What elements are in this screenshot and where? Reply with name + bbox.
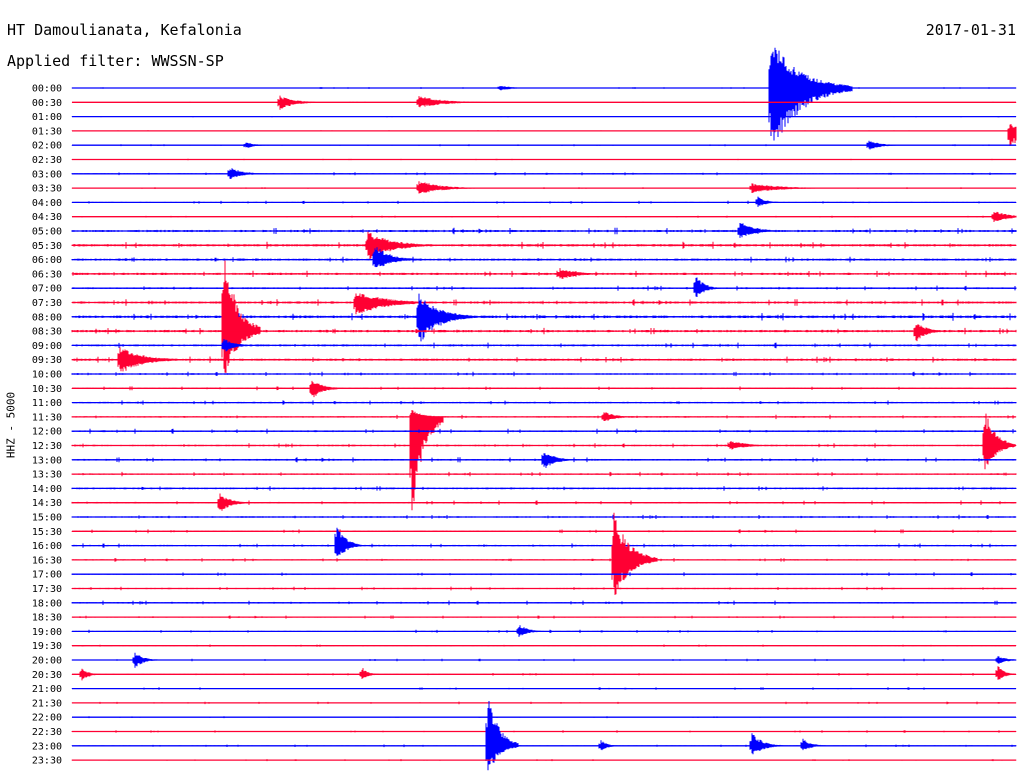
trace-line	[71, 666, 1017, 681]
row-time-label: 10:30	[32, 384, 62, 395]
row-time-label: 18:30	[32, 613, 62, 624]
row-time-label: 07:00	[32, 284, 62, 295]
row-time-label: 10:00	[32, 370, 62, 381]
row-time-label: 09:30	[32, 355, 62, 366]
row-time-label: 06:00	[32, 255, 62, 266]
trace-line	[71, 277, 1017, 297]
row-time-label: 12:30	[32, 441, 62, 452]
trace-line	[71, 380, 1017, 398]
row-time-label: 20:00	[32, 656, 62, 667]
row-time-label: 14:00	[32, 484, 62, 495]
row-time-label: 08:00	[32, 312, 62, 323]
row-time-label: 16:00	[32, 541, 62, 552]
trace-line	[71, 293, 1017, 315]
row-time-label: 23:30	[32, 756, 62, 767]
row-time-label: 22:30	[32, 727, 62, 738]
row-time-label: 17:30	[32, 584, 62, 595]
row-time-label: 19:00	[32, 627, 62, 638]
row-time-label: 01:30	[32, 126, 62, 137]
row-time-label: 01:00	[32, 112, 62, 123]
row-time-label: 21:00	[32, 684, 62, 695]
row-time-label: 11:00	[32, 398, 62, 409]
row-time-label: 15:00	[32, 513, 62, 524]
row-time-label: 03:30	[32, 184, 62, 195]
date-label: 2017-01-31	[925, 21, 1016, 39]
row-time-label: 02:00	[32, 141, 62, 152]
row-time-label: 13:30	[32, 470, 62, 481]
filter-label: Applied filter: WWSSN-SP	[7, 52, 224, 70]
row-time-label: 03:00	[32, 169, 62, 180]
row-time-label: 06:30	[32, 269, 62, 280]
trace-line	[71, 181, 1017, 194]
trace-line	[71, 527, 1017, 556]
row-time-label: 05:00	[32, 227, 62, 238]
row-time-label: 09:00	[32, 341, 62, 352]
row-time-label: 20:30	[32, 670, 62, 681]
row-time-label: 23:00	[32, 741, 62, 752]
row-time-label: 19:30	[32, 641, 62, 652]
row-time-label: 22:00	[32, 713, 62, 724]
row-time-label: 02:30	[32, 155, 62, 166]
station-title: HT Damoulianata, Kefalonia	[7, 21, 242, 39]
row-time-label: 11:30	[32, 412, 62, 423]
row-time-label: 05:30	[32, 241, 62, 252]
row-time-label: 16:30	[32, 555, 62, 566]
row-time-label: 04:00	[32, 198, 62, 209]
row-time-label: 18:00	[32, 598, 62, 609]
trace-line	[71, 47, 1017, 141]
row-time-label: 14:30	[32, 498, 62, 509]
trace-line	[71, 247, 1017, 268]
trace-line	[71, 453, 1017, 468]
row-time-label: 17:00	[32, 570, 62, 581]
row-time-label: 13:00	[32, 455, 62, 466]
trace-line	[71, 512, 1017, 595]
row-time-label: 15:30	[32, 527, 62, 538]
row-time-label: 08:30	[32, 327, 62, 338]
row-time-label: 07:30	[32, 298, 62, 309]
row-time-label: 12:00	[32, 427, 62, 438]
row-time-label: 00:00	[32, 84, 62, 95]
row-time-label: 21:30	[32, 698, 62, 709]
row-time-label: 04:30	[32, 212, 62, 223]
row-time-label: 00:30	[32, 98, 62, 109]
